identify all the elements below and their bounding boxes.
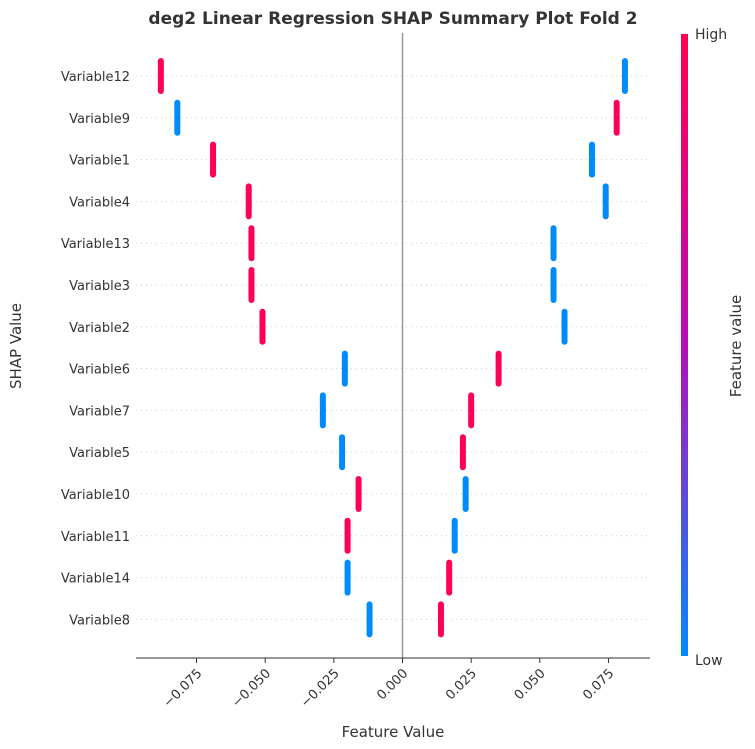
- x-tick-label: −0.075: [161, 666, 206, 711]
- y-tick-label: Variable3: [69, 279, 130, 294]
- x-tick-label: 0.025: [443, 666, 480, 703]
- y-tick-label: Variable2: [69, 321, 130, 336]
- x-tick-label: 0.050: [512, 666, 549, 703]
- y-tick-label: Variable4: [69, 195, 130, 210]
- y-tick-label: Variable12: [61, 70, 130, 85]
- y-axis-label: SHAP Value: [7, 303, 25, 389]
- y-tick-label: Variable7: [69, 404, 130, 419]
- y-axis-labels: Variable12 Variable9 Variable1 Variable4 Var…: [61, 70, 130, 628]
- x-axis-ticks: −0.075 −0.050 −0.025 0.000 0.025 0.050 0.075: [161, 658, 617, 711]
- x-tick-label: −0.050: [229, 666, 274, 711]
- y-tick-label: Variable11: [61, 530, 130, 545]
- y-tick-label: Variable10: [61, 488, 130, 503]
- x-tick-label: 0.075: [580, 666, 617, 703]
- y-tick-label: Variable5: [69, 446, 130, 461]
- y-tick-label: Variable13: [61, 237, 130, 252]
- x-tick-label: −0.025: [298, 666, 343, 711]
- data-points: [157, 58, 628, 638]
- x-tick-label: 0.000: [374, 666, 411, 703]
- x-axis-label: Feature Value: [342, 723, 445, 741]
- y-tick-label: Variable14: [61, 572, 130, 587]
- chart-title: deg2 Linear Regression SHAP Summary Plot…: [148, 9, 637, 29]
- y-tick-label: Variable6: [69, 363, 130, 378]
- colorbar-label: Feature value: [727, 295, 745, 397]
- colorbar: [681, 34, 688, 656]
- colorbar-low-label: Low: [695, 653, 723, 669]
- colorbar-high-label: High: [695, 27, 727, 43]
- y-tick-label: Variable1: [69, 154, 130, 169]
- y-tick-label: Variable9: [69, 112, 130, 127]
- y-tick-label: Variable8: [69, 613, 130, 628]
- row-guides: [136, 75, 650, 620]
